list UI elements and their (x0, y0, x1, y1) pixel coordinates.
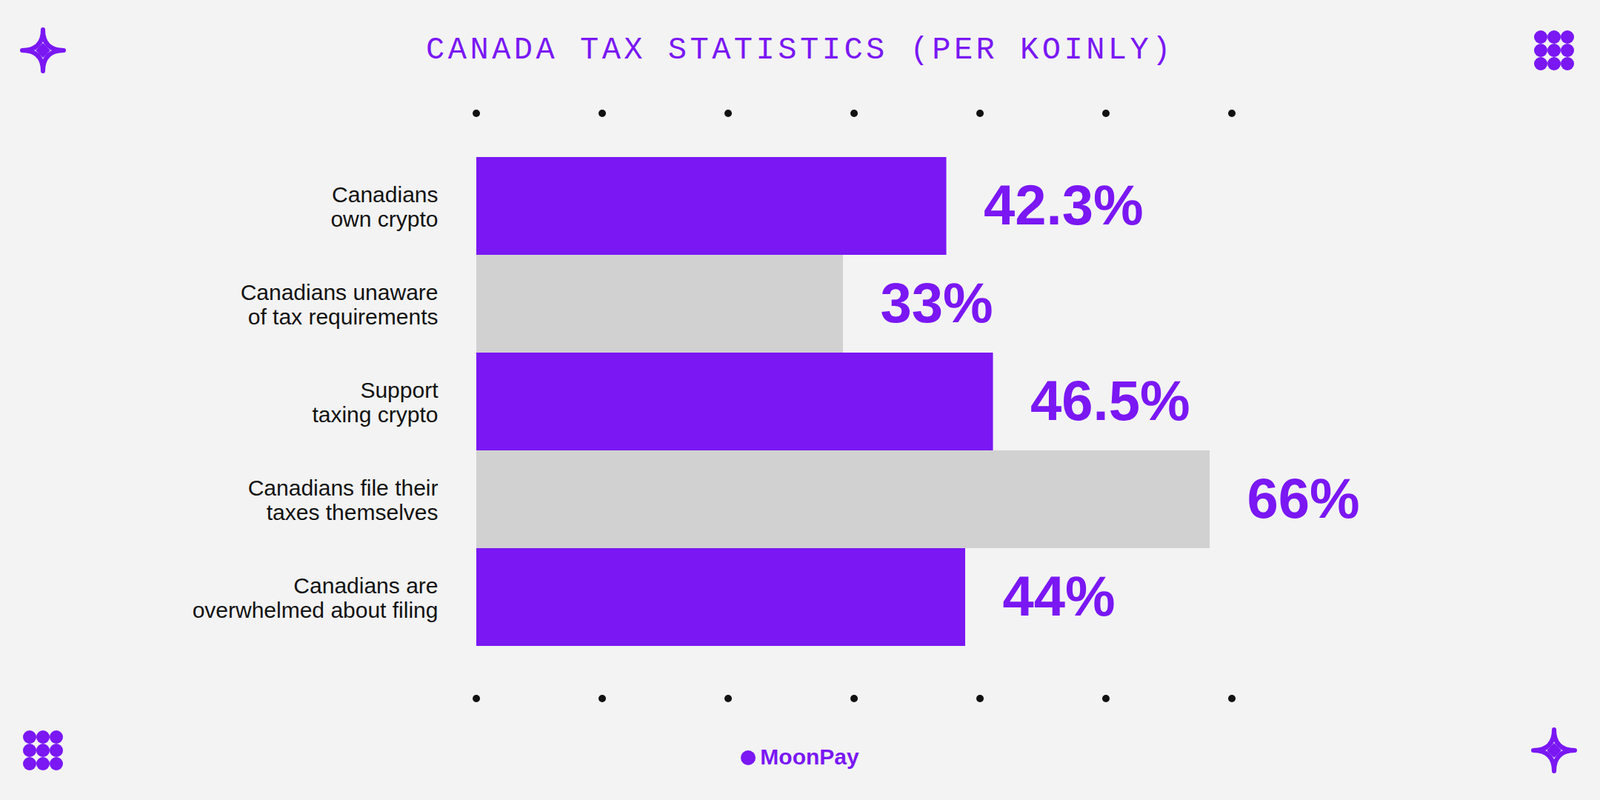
svg-text:Canadians unawareof tax requir: Canadians unawareof tax requirements (240, 280, 439, 329)
html-text:CANADA TAX STATISTICS (PER KOI: CANADA TAX STATISTICS (PER KOINLY) (425, 32, 1175, 69)
svg-text:44%: 44% (1002, 564, 1116, 628)
svg-text:Canadians areoverwhelmed about: Canadians areoverwhelmed about filing (192, 573, 439, 623)
svg-text:33%: 33% (880, 271, 994, 335)
svg-text:42.3%: 42.3% (983, 173, 1144, 237)
svg-text:46.5%: 46.5% (1030, 368, 1191, 432)
svg-text:Supporttaxing crypto: Supporttaxing crypto (311, 377, 439, 427)
html-text:MoonPay: MoonPay (760, 744, 860, 769)
svg-text:Canadiansown crypto: Canadiansown crypto (330, 182, 438, 232)
svg-text:66%: 66% (1247, 466, 1360, 530)
svg-text:Canadians file theirtaxes them: Canadians file theirtaxes themselves (248, 475, 439, 525)
